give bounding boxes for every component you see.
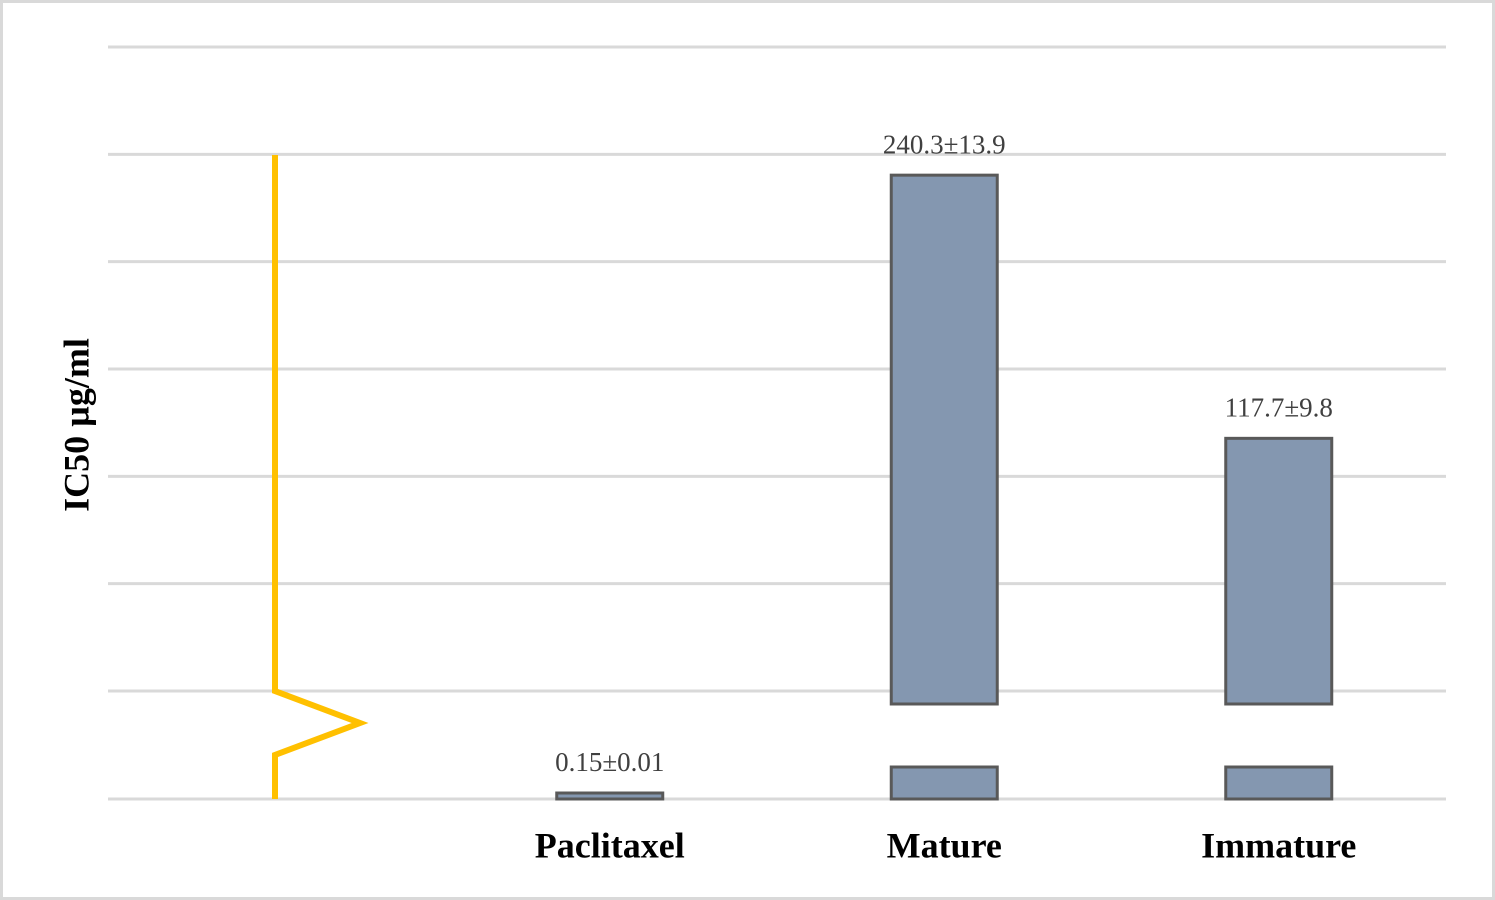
bar-upper xyxy=(889,173,999,706)
x-tick-label: Paclitaxel xyxy=(535,825,685,865)
data-label: 0.15±0.01 xyxy=(555,747,664,777)
grid xyxy=(108,45,1446,801)
data-label: 240.3±13.9 xyxy=(883,129,1006,159)
bar xyxy=(889,765,999,801)
labels: Paclitaxel 0.15±0.01 Mature 240.3±13.9 Immat… xyxy=(535,129,1357,865)
y-axis-label: IC50 µg/ml xyxy=(56,338,96,512)
axis-break-mark xyxy=(272,155,369,799)
bar-upper xyxy=(1224,436,1334,706)
bars xyxy=(555,173,1334,801)
bar xyxy=(555,791,665,801)
x-tick-label: Immature xyxy=(1201,825,1356,865)
x-tick-label: Mature xyxy=(887,825,1002,865)
bar xyxy=(1224,765,1334,801)
data-label: 117.7±9.8 xyxy=(1225,393,1333,423)
